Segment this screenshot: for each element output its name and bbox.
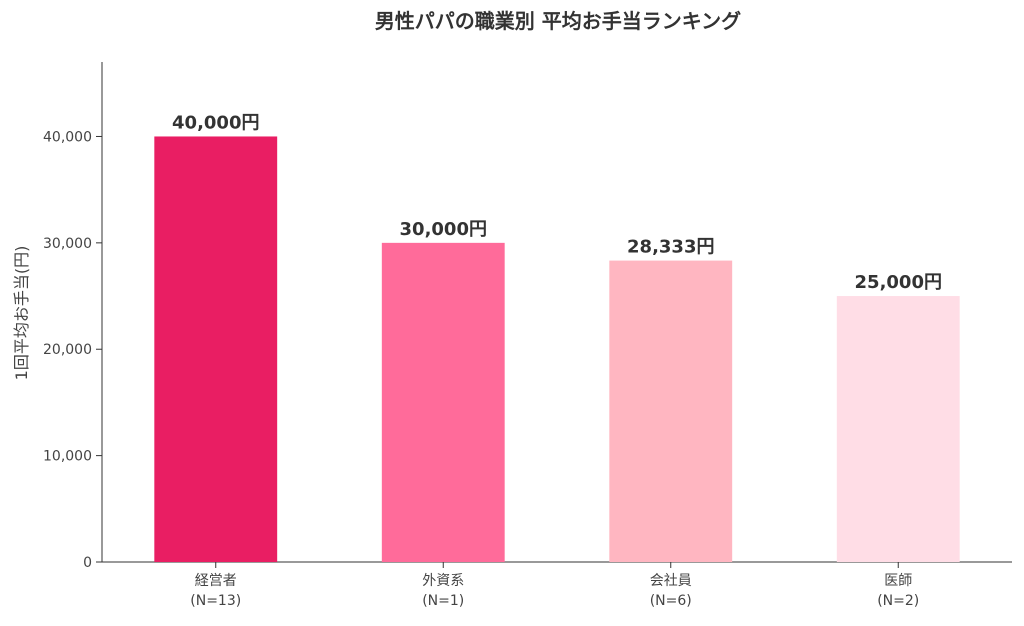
y-tick-label: 40,000 xyxy=(43,129,92,145)
bar-3 xyxy=(609,260,733,562)
category-labels: 経営者 (N=13) 外資系 (N=1) 会社員 (N=6) 医師 (N=2) xyxy=(190,562,919,609)
x-category-label: 経営者 xyxy=(195,573,237,589)
bar-value-label: 40,000円 xyxy=(172,112,259,133)
y-tick-label: 10,000 xyxy=(43,449,92,465)
x-category-label: 会社員 xyxy=(650,573,692,589)
bar-4 xyxy=(836,296,960,562)
y-ticks: 0 10,000 20,000 30,000 40,000 xyxy=(43,129,102,571)
y-tick-label: 20,000 xyxy=(43,342,92,358)
y-tick-label: 30,000 xyxy=(43,236,92,252)
x-category-sample-size: (N=1) xyxy=(422,593,464,609)
bar-1 xyxy=(154,136,278,562)
y-axis-label: 1回平均お手当(円) xyxy=(12,246,31,381)
bar-2 xyxy=(381,242,505,562)
bar-value-label: 30,000円 xyxy=(400,219,487,240)
value-labels: 40,000円 30,000円 28,333円 25,000円 xyxy=(172,112,942,293)
x-category-sample-size: (N=6) xyxy=(650,593,692,609)
x-category-sample-size: (N=13) xyxy=(190,593,241,609)
y-tick-label: 0 xyxy=(83,555,92,571)
x-category-label: 医師 xyxy=(884,573,912,589)
bar-value-label: 28,333円 xyxy=(627,237,714,258)
bars xyxy=(154,136,960,562)
x-category-label: 外資系 xyxy=(422,573,464,589)
bar-value-label: 25,000円 xyxy=(855,272,942,293)
x-category-sample-size: (N=2) xyxy=(877,593,919,609)
chart-title: 男性パパの職業別 平均お手当ランキング xyxy=(375,9,741,33)
